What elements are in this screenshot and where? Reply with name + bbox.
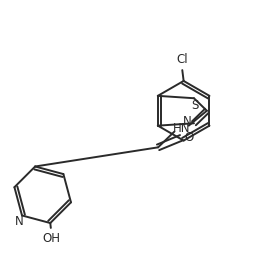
- Text: O: O: [184, 131, 194, 144]
- Text: N: N: [14, 215, 23, 228]
- Text: S: S: [192, 99, 199, 111]
- Text: Cl: Cl: [176, 53, 188, 66]
- Text: HN: HN: [172, 122, 190, 135]
- Text: N: N: [183, 115, 191, 128]
- Text: OH: OH: [43, 232, 61, 245]
